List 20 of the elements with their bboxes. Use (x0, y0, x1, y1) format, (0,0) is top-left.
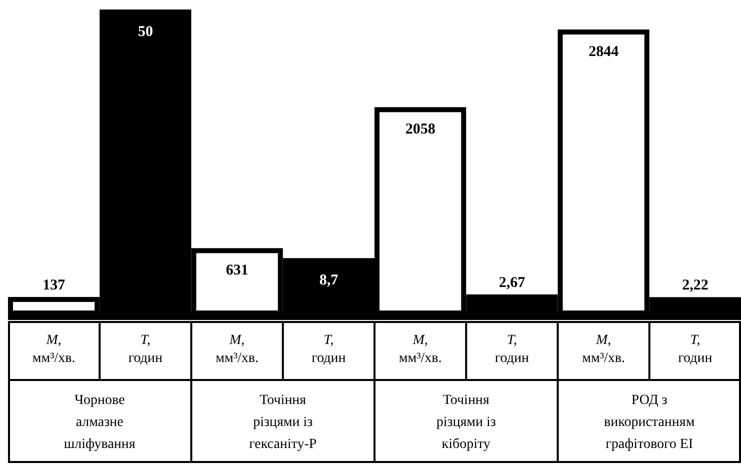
data-label: 2,67 (498, 274, 526, 291)
data-label: 631 (226, 262, 248, 279)
x-tick-label: РОД з використанням графітового ЕІ (604, 393, 695, 452)
series-label: T, годин (128, 333, 163, 366)
text: M, мм³/хв. (216, 333, 259, 366)
data-label: 8,7 (319, 272, 339, 289)
data-label: 137 (42, 277, 66, 294)
series-label: M, мм³/хв. (32, 333, 76, 366)
x-tick-label: Чорнове алмазне шліфування (64, 393, 136, 452)
text: T, годин (312, 333, 346, 366)
x-tick-label: Точіння різцями із кіборіту (436, 393, 496, 452)
x-tick-label: Точіння різцями із гексаніту-Р (249, 393, 317, 452)
data-label: 2,22 (682, 278, 708, 294)
data-label: 2844 (588, 44, 620, 60)
text: T, годин (494, 333, 529, 366)
text: M, мм³/хв. (582, 333, 626, 366)
data-label: 2058 (405, 122, 436, 138)
data-label: 50 (138, 24, 153, 40)
text: T, годин (678, 333, 712, 366)
text: M, мм³/хв. (398, 333, 442, 366)
